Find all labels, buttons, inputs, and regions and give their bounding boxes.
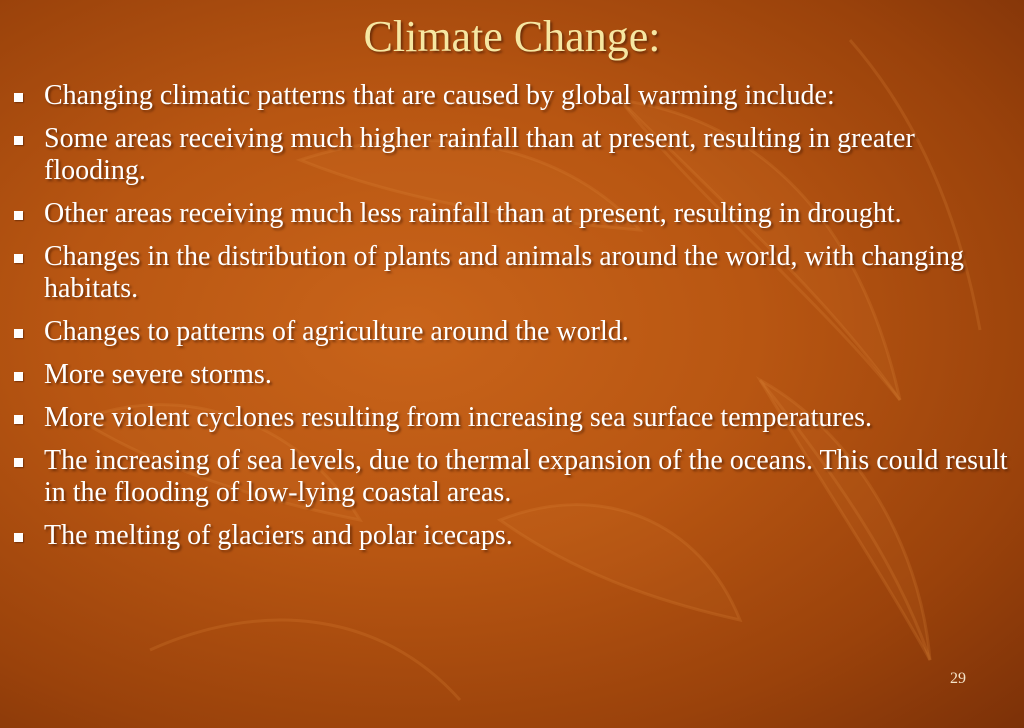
bullet-item: Changes in the distribution of plants an… [12,241,1016,305]
square-bullet-icon [14,136,23,145]
bullet-text: Some areas receiving much higher rainfal… [44,123,915,186]
bullet-text: Changes in the distribution of plants an… [44,241,964,304]
square-bullet-icon [14,372,23,381]
bullet-text: More violent cyclones resulting from inc… [44,402,873,433]
square-bullet-icon [14,211,23,220]
bullet-text: More severe storms. [44,359,272,390]
bullet-item: Other areas receiving much less rainfall… [12,198,1016,230]
bullet-text: Changing climatic patterns that are caus… [44,80,835,111]
bullet-text: Other areas receiving much less rainfall… [44,198,902,229]
bullet-item: Changes to patterns of agriculture aroun… [12,316,1016,348]
square-bullet-icon [14,415,23,424]
bullet-item: The increasing of sea levels, due to the… [12,445,1016,509]
bullet-item: Some areas receiving much higher rainfal… [12,123,1016,187]
bullet-item: More severe storms. [12,359,1016,391]
square-bullet-icon [14,254,23,263]
bullet-item: The melting of glaciers and polar icecap… [12,520,1016,552]
slide-title: Climate Change: [363,12,661,61]
square-bullet-icon [14,329,23,338]
bullet-text: Changes to patterns of agriculture aroun… [44,316,629,347]
bullet-item: More violent cyclones resulting from inc… [12,402,1016,434]
bullet-text: The increasing of sea levels, due to the… [44,445,1008,508]
bullet-item: Changing climatic patterns that are caus… [12,80,1016,112]
square-bullet-icon [14,533,23,542]
bullet-text: The melting of glaciers and polar icecap… [44,520,513,551]
page-number: 29 [950,670,966,687]
bullet-list: Changing climatic patterns that are caus… [12,80,1016,563]
square-bullet-icon [14,458,23,467]
square-bullet-icon [14,93,23,102]
